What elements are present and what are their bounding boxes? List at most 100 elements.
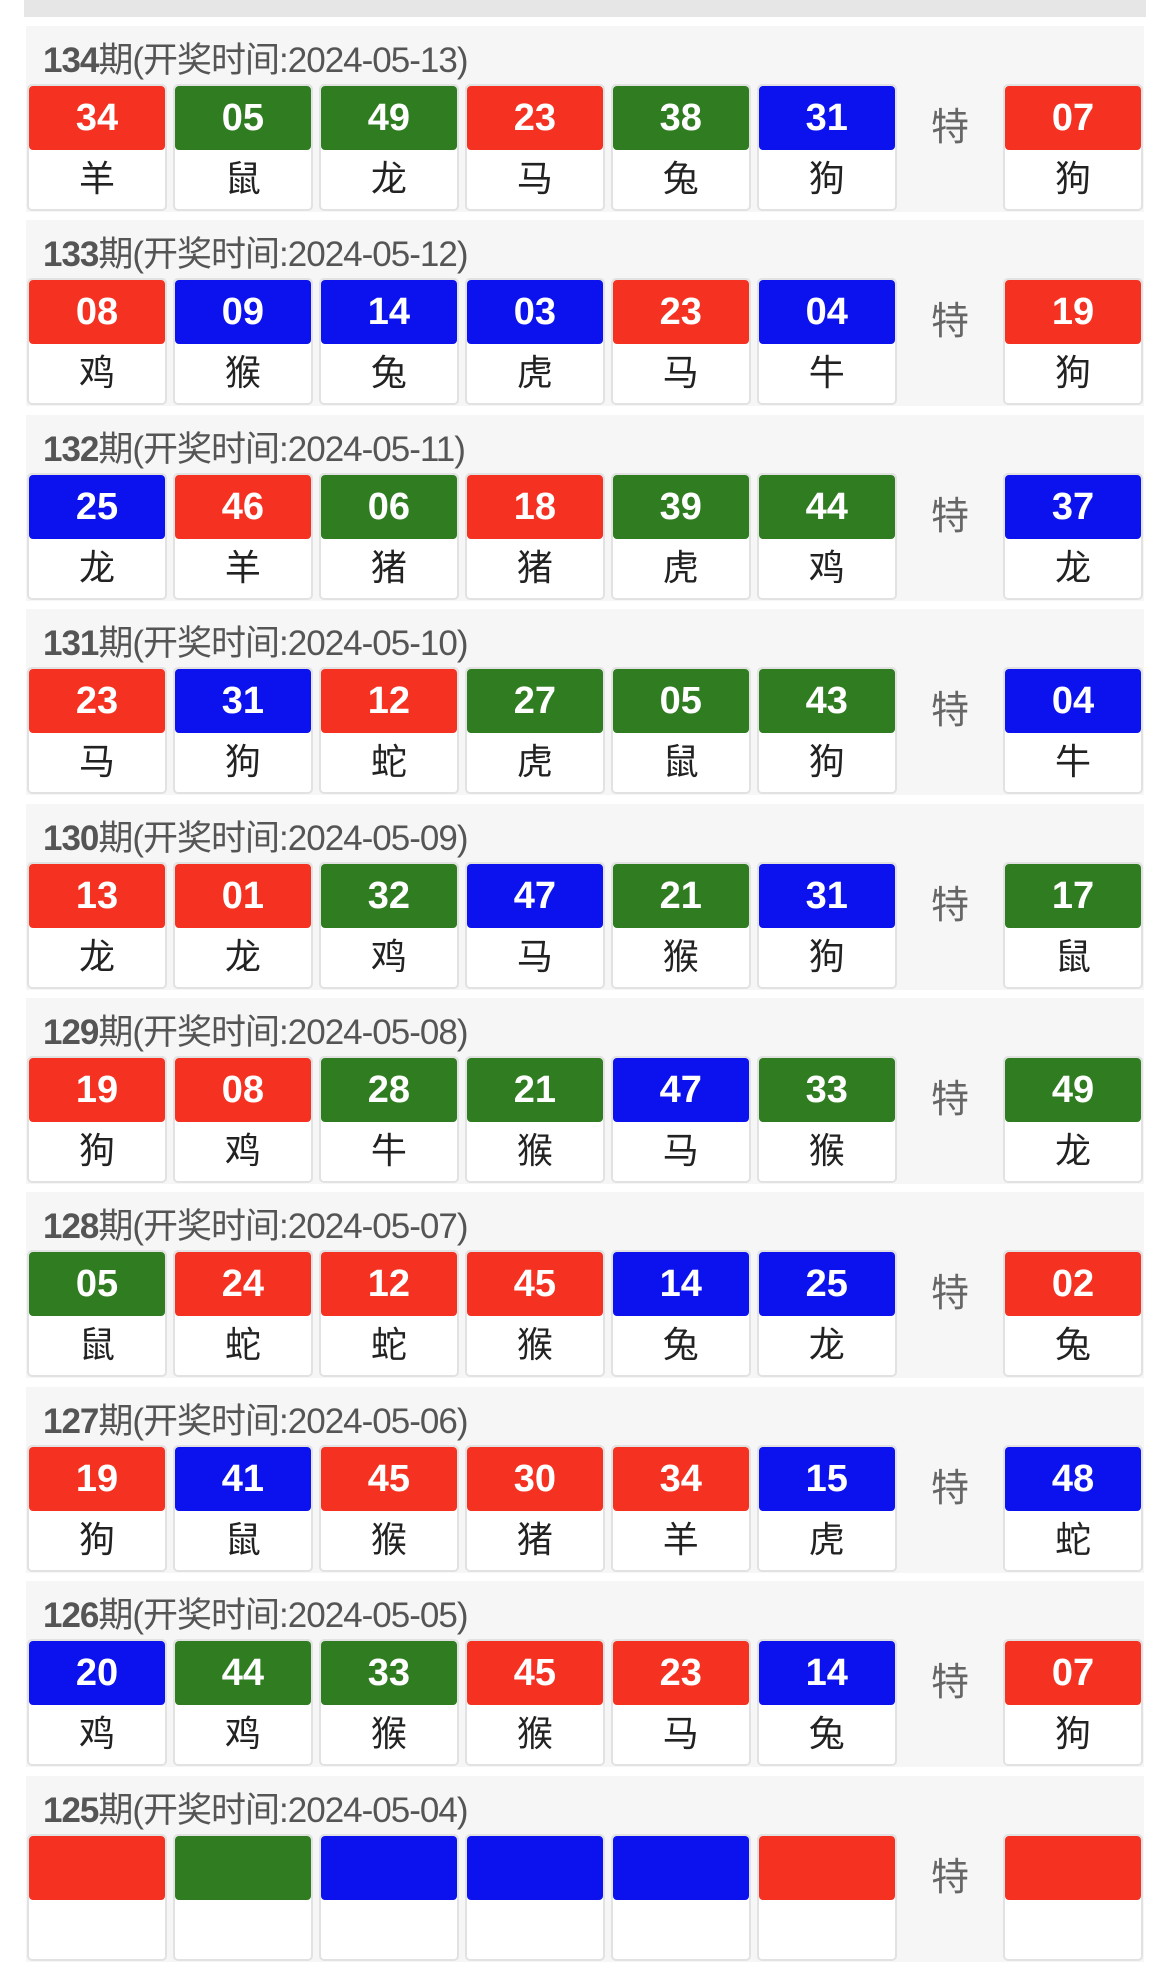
zodiac-label: 狗 <box>1054 159 1091 200</box>
special-label: 特 <box>930 1660 969 1705</box>
ball-tile: 03 虎 <box>466 280 603 404</box>
period-number: 132 <box>43 429 99 469</box>
ball-tile: 21 猴 <box>466 1058 603 1181</box>
draw-header: 131期(开奖时间:2024-05-10) <box>43 615 468 666</box>
ball-number: 48 <box>1005 1446 1141 1511</box>
special-label: 特 <box>930 1077 969 1121</box>
ball-tile: 47 马 <box>466 863 603 987</box>
special-ball-tile: 07 狗 <box>1005 1641 1141 1765</box>
ball-tile: 32 鸡 <box>320 863 457 987</box>
zodiac-label: 狗 <box>1054 353 1091 395</box>
ball-number: 12 <box>320 1252 457 1317</box>
draw-header: 129期(开奖时间:2024-05-08) <box>43 1004 468 1055</box>
ball-tile: 08 鸡 <box>29 280 165 404</box>
ball-tile <box>612 1835 749 1959</box>
ball-number <box>758 1835 895 1900</box>
ball-number: 21 <box>466 1058 603 1122</box>
ball-tile: 49 龙 <box>320 86 457 209</box>
ball-number: 32 <box>320 863 457 928</box>
ball-number: 04 <box>1005 669 1141 734</box>
ball-tile <box>174 1835 311 1959</box>
draw-header: 134期(开奖时间:2024-05-13) <box>43 32 468 83</box>
zodiac-label <box>467 1900 603 1959</box>
zodiac-label: 蛇 <box>370 1325 407 1367</box>
ball-number: 14 <box>612 1252 749 1317</box>
draw-date: 期(开奖时间:2024-05-09) <box>98 818 468 858</box>
ball-tile: 45 猴 <box>320 1446 457 1570</box>
zodiac-label: 猴 <box>370 1519 407 1561</box>
special-label: 特 <box>930 688 969 733</box>
zodiac-label: 鼠 <box>224 159 261 200</box>
ball-tile: 30 猪 <box>466 1446 603 1570</box>
special-ball-tile <box>1005 1835 1141 1959</box>
zodiac-label: 牛 <box>1054 742 1091 784</box>
ball-number: 02 <box>1005 1252 1141 1317</box>
ball-number: 06 <box>320 474 457 539</box>
ball-number: 19 <box>29 1058 165 1122</box>
special-label: 特 <box>930 1465 969 1510</box>
zodiac-label: 龙 <box>808 1325 845 1367</box>
special-ball-tile: 02 兔 <box>1005 1252 1141 1376</box>
zodiac-label: 龙 <box>370 159 407 200</box>
ball-number: 46 <box>174 474 311 539</box>
ball-number: 19 <box>29 1446 165 1511</box>
ball-number: 27 <box>466 669 603 734</box>
ball-number: 19 <box>1005 280 1141 345</box>
zodiac-label: 羊 <box>78 159 115 200</box>
draw-header: 130期(开奖时间:2024-05-09) <box>43 810 468 861</box>
zodiac-label: 鼠 <box>1054 936 1091 978</box>
ball-tile: 45 猴 <box>466 1641 603 1765</box>
ball-tile: 01 龙 <box>174 863 311 987</box>
draw-row: 132期(开奖时间:2024-05-11) 25 龙 46 羊 06 猪 18 猪 39 虎 44 鸡特… <box>26 414 1144 601</box>
draw-header: 128期(开奖时间:2024-05-07) <box>43 1198 468 1249</box>
draw-row: 127期(开奖时间:2024-05-06) 19 狗 41 鼠 45 猴 30 猪 34 羊 15 虎特… <box>26 1386 1144 1573</box>
ball-number: 21 <box>612 863 749 928</box>
zodiac-label: 鼠 <box>662 742 699 784</box>
zodiac-label: 马 <box>516 936 553 978</box>
zodiac-label: 猴 <box>370 1714 407 1756</box>
ball-number: 07 <box>1005 1641 1141 1706</box>
ball-tile: 21 猴 <box>612 863 749 987</box>
ball-number: 05 <box>29 1252 165 1317</box>
ball-number <box>320 1835 457 1900</box>
ball-tile: 12 蛇 <box>320 1252 457 1376</box>
zodiac-label: 虎 <box>516 353 553 395</box>
ball-number: 15 <box>758 1446 895 1511</box>
ball-number: 07 <box>1005 86 1141 150</box>
ball-tile: 04 牛 <box>758 280 895 404</box>
zodiac-label: 狗 <box>224 742 261 784</box>
zodiac-label: 鸡 <box>224 1714 261 1756</box>
special-label: 特 <box>930 882 969 927</box>
ball-tile: 24 蛇 <box>174 1252 311 1376</box>
zodiac-label: 虎 <box>662 547 699 589</box>
ball-number: 08 <box>174 1058 311 1122</box>
draw-date: 期(开奖时间:2024-05-08) <box>98 1013 468 1052</box>
ball-tile: 14 兔 <box>612 1252 749 1376</box>
zodiac-label: 鸡 <box>224 1131 261 1172</box>
special-label: 特 <box>930 105 969 149</box>
ball-tile: 09 猴 <box>174 280 311 404</box>
ball-tile: 43 狗 <box>758 669 895 793</box>
draw-row: 129期(开奖时间:2024-05-08) 19 狗 08 鸡 28 牛 21 猴 47 马 33 猴特… <box>26 998 1144 1184</box>
zodiac-label: 马 <box>662 1714 699 1756</box>
period-number: 131 <box>43 624 99 664</box>
zodiac-label: 鸡 <box>78 353 115 395</box>
ball-tile: 05 鼠 <box>29 1252 165 1376</box>
zodiac-label: 狗 <box>1054 1714 1091 1756</box>
ball-number: 01 <box>174 863 311 928</box>
ball-tile: 31 狗 <box>758 863 895 987</box>
draw-date: 期(开奖时间:2024-05-13) <box>98 41 468 80</box>
zodiac-label: 龙 <box>224 936 261 978</box>
ball-number: 43 <box>758 669 895 734</box>
draw-header: 133期(开奖时间:2024-05-12) <box>43 226 468 277</box>
draw-header: 127期(开奖时间:2024-05-06) <box>43 1393 468 1444</box>
special-ball-tile: 19 狗 <box>1005 280 1141 404</box>
zodiac-label <box>175 1900 311 1959</box>
special-ball-tile: 04 牛 <box>1005 669 1141 793</box>
ball-number: 47 <box>612 1058 749 1122</box>
draw-row: 126期(开奖时间:2024-05-05) 20 鸡 44 鸡 33 猴 45 猴 23 马 14 兔特… <box>26 1581 1144 1768</box>
ball-number: 23 <box>612 1641 749 1706</box>
zodiac-label: 马 <box>662 353 699 395</box>
ball-number: 14 <box>758 1641 895 1706</box>
ball-number: 30 <box>466 1446 603 1511</box>
